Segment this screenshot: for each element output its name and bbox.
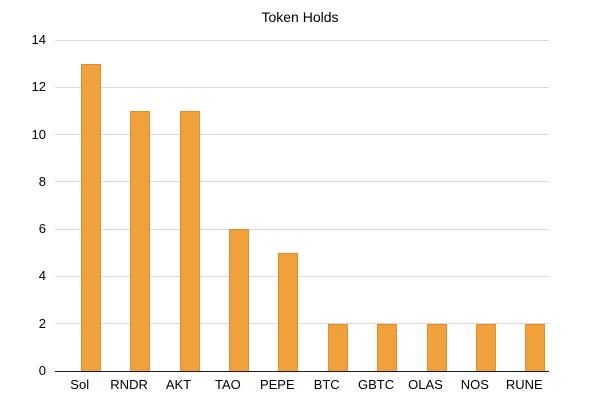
y-tick-label: 4 bbox=[38, 268, 46, 284]
bar-btc bbox=[327, 323, 348, 371]
bar-nos bbox=[475, 323, 496, 371]
x-tick-label-olas: OLAS bbox=[408, 377, 443, 392]
y-tick-label: 8 bbox=[38, 173, 46, 189]
bar-akt bbox=[179, 110, 200, 371]
chart-title: Token Holds bbox=[261, 9, 339, 25]
bar-sol bbox=[80, 63, 101, 371]
bar-tao bbox=[228, 229, 249, 371]
y-gridline bbox=[55, 275, 549, 277]
x-tick-label-gbtc: GBTC bbox=[358, 377, 395, 392]
bar-rune bbox=[525, 323, 546, 371]
x-tick-label-akt: AKT bbox=[165, 377, 192, 392]
y-gridline bbox=[55, 134, 549, 136]
x-tick-label-nos: NOS bbox=[460, 377, 489, 392]
y-tick-label: 10 bbox=[31, 126, 46, 142]
y-tick-label: 0 bbox=[38, 363, 46, 378]
y-tick-label: 6 bbox=[38, 221, 46, 237]
y-gridline bbox=[55, 323, 549, 325]
y-tick-label: 12 bbox=[31, 79, 46, 95]
x-tick-label-tao: TAO bbox=[215, 377, 241, 392]
bar-pepe bbox=[278, 252, 299, 371]
y-tick-label: 14 bbox=[31, 32, 46, 47]
x-tick-label-pepe: PEPE bbox=[259, 377, 295, 392]
x-tick-label-rune: RUNE bbox=[505, 377, 543, 392]
x-tick-label-rndr: RNDR bbox=[110, 377, 148, 392]
x-axis-line bbox=[55, 370, 549, 372]
bar-rndr bbox=[130, 110, 151, 371]
y-gridline bbox=[55, 181, 549, 183]
y-gridline bbox=[55, 39, 549, 41]
bar-gbtc bbox=[377, 323, 398, 371]
bar-olas bbox=[426, 323, 447, 371]
x-tick-label-sol: Sol bbox=[70, 377, 90, 392]
y-gridline bbox=[55, 86, 549, 88]
y-gridline bbox=[55, 228, 549, 230]
x-tick-label-btc: BTC bbox=[313, 377, 340, 392]
y-tick-label: 2 bbox=[38, 315, 46, 331]
